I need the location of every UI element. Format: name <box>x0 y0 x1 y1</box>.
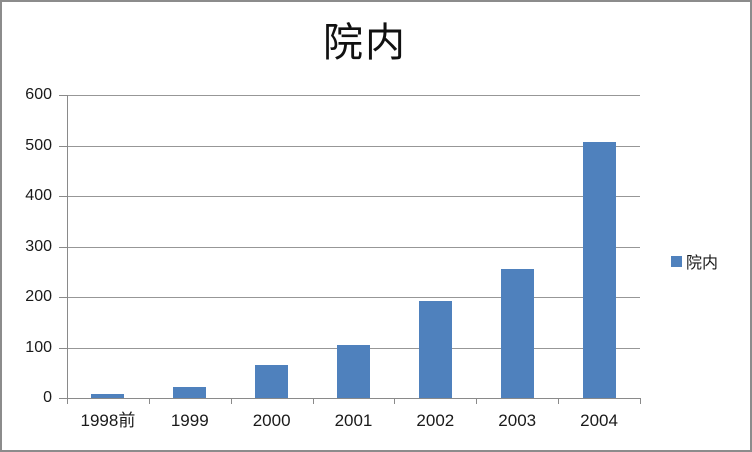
x-axis-line <box>67 398 641 399</box>
y-axis-tick-200 <box>59 297 67 298</box>
y-axis-label-500: 500 <box>25 136 52 154</box>
y-axis-label-600: 600 <box>25 86 52 103</box>
gridline-200 <box>67 297 640 298</box>
y-axis-tick-500 <box>59 145 67 147</box>
x-axis-tick-4 <box>394 398 396 404</box>
x-axis-tick-5 <box>476 398 478 404</box>
x-axis-tick-3 <box>312 398 314 404</box>
bar-2004 <box>582 141 616 398</box>
bar-2002 <box>418 301 452 398</box>
x-axis-label-2003: 2003 <box>498 411 537 430</box>
gridline-600 <box>67 95 640 96</box>
y-axis-tick-0 <box>59 398 67 399</box>
bar-2003 <box>500 268 534 398</box>
bar-2001 <box>337 345 370 398</box>
legend: 院内 <box>671 249 718 273</box>
x-axis-label-1999: 1999 <box>170 411 209 430</box>
x-axis-tick-2 <box>230 398 232 404</box>
x-axis-tick-7 <box>640 398 641 404</box>
gridline-500 <box>67 145 640 147</box>
y-axis-tick-300 <box>59 246 67 248</box>
y-axis-label-200: 200 <box>25 288 52 305</box>
y-axis-label-100: 100 <box>25 338 52 356</box>
x-axis-tick-0 <box>67 398 68 404</box>
y-axis-line <box>67 95 68 398</box>
y-axis-label-400: 400 <box>25 187 52 204</box>
bar-2000 <box>255 364 289 398</box>
x-axis-label-2002: 2002 <box>416 411 455 430</box>
y-axis-tick-100 <box>59 347 67 349</box>
legend-label: 院内 <box>686 255 719 272</box>
x-axis-label-2001: 2001 <box>334 411 373 430</box>
x-axis-tick-6 <box>558 398 560 404</box>
gridline-400 <box>67 196 640 197</box>
x-axis-label-2000: 2000 <box>252 411 291 430</box>
x-axis-label-1998前: 1998前 <box>80 411 136 430</box>
chart-title: 院内 <box>323 21 407 65</box>
bar-1998前 <box>91 393 125 398</box>
y-axis-tick-400 <box>59 196 67 197</box>
legend-swatch-icon <box>671 255 682 267</box>
bar-1999 <box>173 386 207 398</box>
y-axis-label-300: 300 <box>25 237 52 255</box>
y-axis-label-0: 0 <box>43 389 52 406</box>
x-axis-label-2004: 2004 <box>580 411 618 430</box>
y-axis-tick-600 <box>59 95 67 96</box>
gridline-300 <box>67 246 640 248</box>
x-axis-tick-1 <box>148 398 150 404</box>
